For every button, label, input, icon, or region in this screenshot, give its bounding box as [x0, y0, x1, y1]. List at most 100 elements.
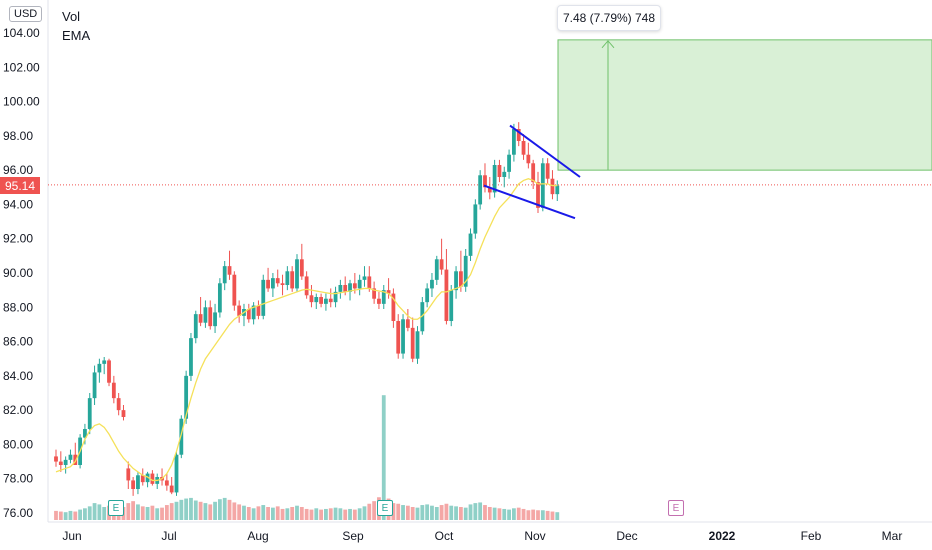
volume-bar [194, 501, 198, 521]
volume-bar [502, 509, 506, 520]
volume-bar [295, 506, 299, 520]
volume-bar [54, 511, 58, 520]
volume-bar [88, 506, 92, 520]
volume-bar [493, 508, 497, 520]
y-tick-label: 88.00 [3, 300, 33, 314]
candle [507, 155, 511, 172]
candle [469, 234, 473, 256]
candle [555, 186, 559, 195]
candle [223, 266, 227, 283]
ema-legend[interactable]: EMA [62, 28, 90, 43]
volume-bar [546, 511, 550, 520]
volume-bar [266, 507, 270, 520]
volume-bar [507, 510, 511, 520]
volume-bar [478, 502, 482, 520]
volume-bar [102, 507, 106, 520]
candle [88, 398, 92, 429]
candle [449, 290, 453, 321]
volume-bar [213, 502, 217, 520]
vol-legend[interactable]: Vol [62, 9, 80, 24]
candle [257, 306, 261, 316]
y-tick-label: 82.00 [3, 403, 33, 417]
volume-bar [271, 508, 275, 520]
volume-bar [261, 505, 265, 520]
volume-bar [59, 512, 63, 520]
volume-bar [151, 506, 155, 520]
candle [199, 314, 203, 323]
volume-bar [165, 505, 169, 520]
candle [165, 480, 169, 485]
earnings-marker-june[interactable]: E [108, 500, 124, 516]
volume-bar [536, 510, 540, 520]
y-tick-label: 84.00 [3, 369, 33, 383]
volume-bar [430, 506, 434, 520]
volume-bar [208, 504, 212, 520]
earnings-marker-future[interactable]: E [668, 500, 684, 516]
candle [64, 460, 68, 465]
volume-bar [324, 509, 328, 520]
candle [232, 275, 236, 306]
candle [290, 271, 294, 288]
volume-bar [319, 510, 323, 520]
volume-bar [459, 507, 463, 520]
y-tick-label: 76.00 [3, 506, 33, 520]
candle [107, 360, 111, 382]
y-tick-label: 94.00 [3, 197, 33, 211]
volume-bar [517, 508, 521, 520]
volume-bar [83, 508, 87, 520]
volume-bar [305, 509, 309, 520]
candle [300, 259, 304, 276]
volume-bar [285, 508, 289, 520]
x-tick-label: Sep [342, 529, 364, 543]
volume-bar [531, 510, 535, 520]
candle [314, 297, 318, 302]
volume-bar [141, 506, 145, 520]
candle [319, 297, 323, 304]
y-tick-label: 86.00 [3, 335, 33, 349]
x-tick-label: Jul [161, 529, 176, 543]
y-tick-label: 90.00 [3, 266, 33, 280]
x-tick-label: Nov [524, 529, 545, 543]
y-tick-label: 104.00 [3, 26, 40, 40]
candle [204, 307, 208, 322]
candle [478, 175, 482, 204]
candle [285, 271, 289, 285]
volume-bar [175, 502, 179, 520]
volume-bar [406, 506, 410, 520]
candle [430, 280, 434, 289]
volume-bar [257, 506, 261, 520]
volume-bar [247, 507, 251, 520]
volume-bar [310, 510, 314, 520]
volume-bar [146, 507, 150, 520]
volume-bar [329, 508, 333, 520]
volume-bar [555, 512, 559, 520]
volume-bar [204, 503, 208, 520]
candle [271, 278, 275, 288]
volume-bar [348, 509, 352, 520]
candle [473, 204, 477, 233]
candle [396, 321, 400, 354]
volume-bar [228, 500, 232, 520]
x-tick-label: Mar [882, 529, 903, 543]
volume-bar [363, 506, 367, 520]
candle [425, 288, 429, 302]
volume-bar [199, 502, 203, 520]
volume-bar [353, 510, 357, 520]
candle [512, 129, 516, 155]
target-zone [558, 40, 932, 170]
currency-label[interactable]: USD [9, 6, 42, 22]
candle [228, 266, 232, 275]
volume-bar [126, 503, 130, 520]
volume-bar [420, 505, 424, 520]
volume-bar [454, 506, 458, 520]
volume-bar [551, 512, 555, 520]
volume-bar [160, 508, 164, 520]
volume-bar [449, 506, 453, 520]
earnings-marker-september[interactable]: E [377, 500, 393, 516]
candle [93, 372, 97, 398]
candle [305, 276, 309, 295]
candle [502, 172, 506, 177]
volume-bar [526, 510, 530, 520]
volume-bar [276, 506, 280, 520]
